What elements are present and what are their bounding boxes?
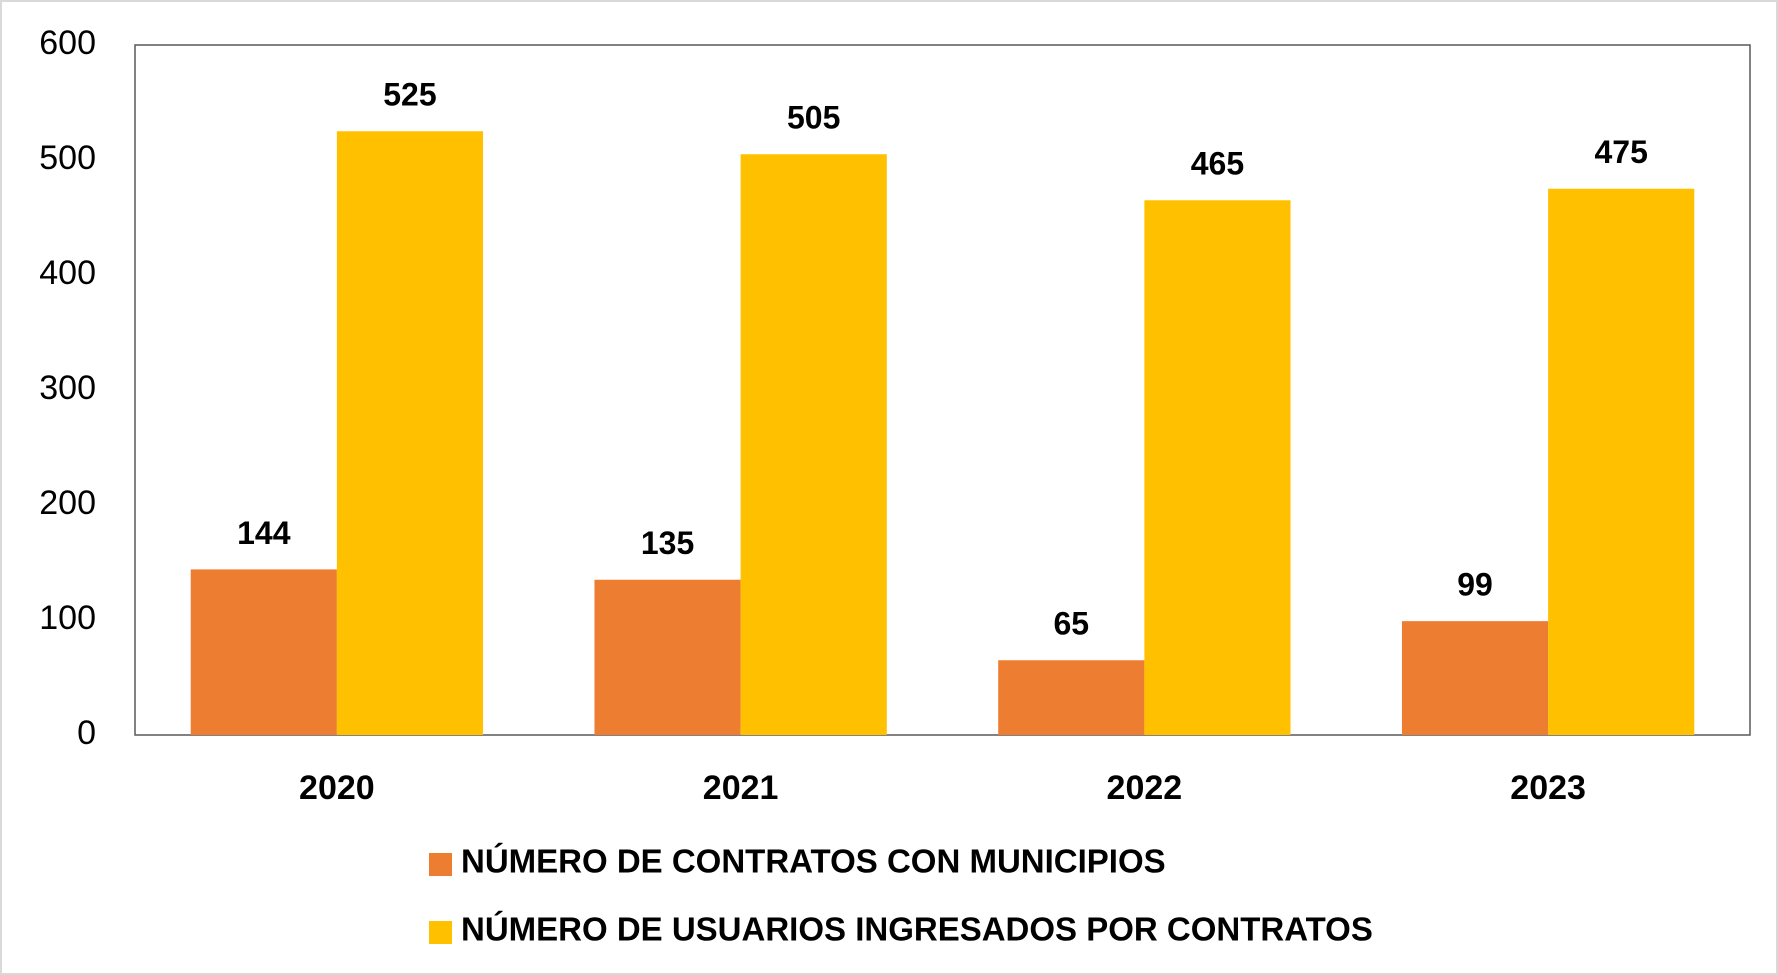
data-label: 475 — [1595, 134, 1648, 170]
bar — [740, 154, 887, 735]
x-tick-label: 2022 — [1107, 769, 1183, 807]
data-label: 99 — [1457, 567, 1493, 603]
data-label: 505 — [787, 100, 840, 136]
y-tick-label: 500 — [39, 139, 96, 177]
plot-border — [134, 44, 1751, 736]
bar — [1401, 621, 1549, 735]
legend-swatch — [429, 921, 452, 944]
y-tick-label: 100 — [39, 599, 96, 637]
bar — [594, 579, 741, 735]
x-tick-label: 2023 — [1510, 769, 1586, 807]
y-tick-label: 400 — [39, 254, 96, 292]
y-tick-label: 300 — [39, 369, 96, 407]
data-label: 65 — [1053, 606, 1089, 642]
data-label: 135 — [641, 525, 694, 561]
x-tick-label: 2020 — [299, 769, 375, 807]
legend-label: NÚMERO DE USUARIOS INGRESADOS POR CONTRA… — [461, 911, 1373, 948]
x-tick-label: 2021 — [703, 769, 779, 807]
bar — [1548, 188, 1695, 735]
y-tick-label: 600 — [39, 24, 96, 62]
data-label: 465 — [1191, 146, 1244, 182]
y-tick-label: 200 — [39, 484, 96, 522]
bar — [998, 660, 1145, 735]
legend-swatch — [429, 853, 452, 876]
bar — [336, 131, 484, 735]
legend-label: NÚMERO DE CONTRATOS CON MUNICIPIOS — [461, 843, 1166, 880]
bar — [190, 569, 337, 735]
y-tick-label: 0 — [77, 714, 96, 752]
data-label: 525 — [383, 77, 436, 113]
data-label: 144 — [237, 515, 291, 551]
bar — [1144, 200, 1291, 735]
